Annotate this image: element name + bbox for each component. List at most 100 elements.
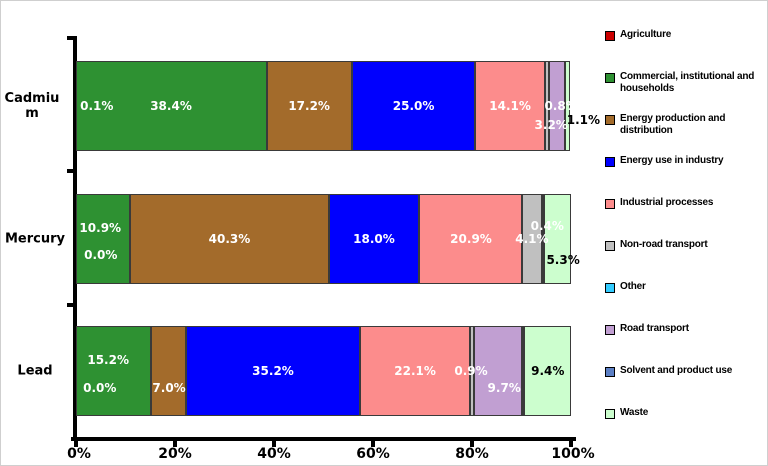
category-label-lead: Lead: [17, 363, 53, 379]
value-label: 38.4%: [150, 99, 192, 113]
bar-row-lead: 15.2% 0.0% 7.0% 35.2% 22.1% 0.9% 9.7% 9.4%: [76, 326, 571, 416]
x-tick-label: 40%: [257, 446, 291, 462]
value-label: 0.8%: [544, 99, 578, 113]
value-label: 25.0%: [392, 99, 435, 113]
y-axis-tick: [67, 303, 77, 307]
legend-swatch-waste: [605, 409, 615, 419]
value-label: 5.3%: [546, 253, 580, 267]
value-label: 4.1%: [515, 232, 549, 246]
legend-item-industrial-processes[interactable]: Industrial processes: [601, 197, 767, 239]
legend-swatch-other: [605, 283, 615, 293]
bar-segment-industrial-processes[interactable]: [475, 61, 546, 151]
bar-segment-energy-production-and-distribution[interactable]: [266, 61, 352, 151]
legend-item-energy-production-and-distribution[interactable]: Energy production and distribution: [601, 113, 767, 155]
bar-segment-industrial-processes[interactable]: [360, 326, 470, 416]
value-label: 0.0%: [83, 381, 117, 395]
value-label: 9.7%: [487, 381, 521, 395]
value-label: 0.0%: [84, 248, 118, 262]
x-tick-label: 0%: [67, 446, 91, 462]
legend-swatch-energy-production-and-distribution: [605, 115, 615, 125]
legend-swatch-road-transport: [605, 325, 615, 335]
bar-segment-energy-use-in-industry[interactable]: [329, 194, 419, 284]
bar-segment-energy-production-and-distribution[interactable]: [129, 194, 330, 284]
bar-row-mercury: 10.9% 0.0% 40.3% 18.0% 20.9% 4.1% 0.4% 5.3%: [76, 194, 580, 284]
bar-row-cadmium: 0.1% 38.4% 17.2% 25.0% 14.1% 0.8% 3.2% 1.1%: [76, 61, 600, 151]
bar-segment-energy-production-and-distribution[interactable]: [151, 326, 186, 416]
value-label: 7.0%: [152, 381, 186, 395]
bar-segment-non-road-transport[interactable]: [469, 326, 474, 416]
value-label: 40.3%: [208, 232, 251, 246]
category-label-cadmium: Cadmium: [4, 91, 60, 121]
value-label: 0.4%: [530, 219, 564, 233]
legend-item-energy-use-in-industry[interactable]: Energy use in industry: [601, 155, 767, 197]
legend-swatch-industrial-processes: [605, 199, 615, 209]
value-label: 15.2%: [87, 353, 129, 367]
legend-item-non-road-transport[interactable]: Non-road transport: [601, 239, 767, 281]
bar-segment-non-road-transport[interactable]: [521, 194, 543, 284]
x-axis-tick: [569, 437, 573, 447]
bar-segment-commercial-institutional-and-households[interactable]: [76, 326, 152, 416]
legend-item-other[interactable]: Other: [601, 281, 767, 323]
value-label: 0.9%: [454, 364, 488, 378]
bar-segment-waste[interactable]: [565, 61, 571, 151]
y-axis-tick: [67, 36, 77, 40]
value-label: 1.1%: [566, 113, 601, 127]
legend-label: Agriculture: [620, 29, 672, 40]
x-axis-tick: [272, 437, 276, 447]
legend-swatch-energy-use-in-industry: [605, 157, 615, 167]
legend-label: Non-road transport: [620, 239, 708, 250]
value-label: 35.2%: [252, 364, 294, 378]
legend-label: Solvent and product use: [620, 365, 733, 376]
x-axis-tick: [74, 437, 78, 447]
bar-segment-commercial-institutional-and-households[interactable]: [76, 61, 267, 151]
legend-label: Industrial processes: [620, 197, 714, 208]
legend-item-solvent-and-product-use[interactable]: Solvent and product use: [601, 365, 767, 407]
legend-item-road-transport[interactable]: Road transport: [601, 323, 767, 365]
value-label: 10.9%: [79, 221, 122, 235]
value-label: 14.1%: [489, 99, 531, 113]
legend-label: Other: [620, 281, 646, 292]
bar-segment-solvent-and-product-use[interactable]: [521, 326, 525, 416]
x-tick-label: 20%: [158, 446, 192, 462]
value-label: 3.2%: [534, 118, 568, 132]
x-tick-label: 100%: [551, 446, 595, 462]
x-tick-label: 60%: [356, 446, 390, 462]
bar-segment-energy-use-in-industry[interactable]: [351, 61, 476, 151]
x-tick-label: 80%: [455, 446, 489, 462]
legend-label: Road transport: [620, 323, 689, 334]
bar-segment-waste[interactable]: [544, 194, 571, 284]
category-label-mercury: Mercury: [4, 231, 65, 247]
value-label: 18.0%: [353, 232, 395, 246]
legend-swatch-commercial-institutional-and-households: [605, 73, 615, 83]
x-axis-line: [71, 437, 576, 441]
bar-segment-industrial-processes[interactable]: [418, 194, 522, 284]
value-label: 9.4%: [531, 364, 565, 378]
legend-label: Waste: [620, 407, 649, 418]
legend: Agriculture Commercial, institutional and…: [601, 29, 767, 449]
legend-item-commercial-institutional-and-households[interactable]: Commercial, institutional and households: [601, 71, 767, 113]
bar-segment-non-road-transport[interactable]: [545, 61, 550, 151]
y-axis-line: [73, 36, 77, 439]
y-axis-tick: [67, 169, 77, 173]
legend-swatch-solvent-and-product-use: [605, 367, 615, 377]
legend-item-agriculture[interactable]: Agriculture: [601, 29, 767, 71]
bar-segment-commercial-institutional-and-households[interactable]: [76, 194, 130, 284]
bar-segment-road-transport[interactable]: [549, 61, 566, 151]
value-label: 22.1%: [394, 364, 436, 378]
legend-swatch-non-road-transport: [605, 241, 615, 251]
bar-segment-waste[interactable]: [524, 326, 571, 416]
legend-item-waste[interactable]: Waste: [601, 407, 767, 449]
x-axis-tick: [173, 437, 177, 447]
legend-label: Energy use in industry: [620, 155, 724, 166]
x-axis-tick: [470, 437, 474, 447]
legend-swatch-agriculture: [605, 31, 615, 41]
legend-label: Energy production and distribution: [620, 113, 726, 136]
bar-segment-road-transport[interactable]: [542, 194, 545, 284]
x-axis-tick: [371, 437, 375, 447]
legend-label: Commercial, institutional and households: [620, 71, 755, 94]
bar-segment-road-transport[interactable]: [473, 326, 522, 416]
value-label: 20.9%: [450, 232, 492, 246]
value-label: 0.1%: [80, 99, 114, 113]
bar-segment-energy-use-in-industry[interactable]: [185, 326, 361, 416]
